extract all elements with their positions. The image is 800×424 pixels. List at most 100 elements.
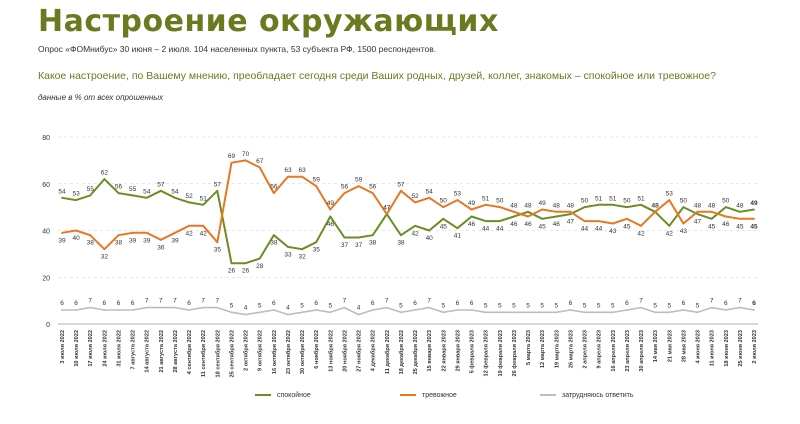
data-point: [654, 311, 657, 314]
data-label: 35: [214, 247, 222, 254]
data-point: [753, 208, 755, 211]
data-point: [498, 311, 501, 314]
data-label: 5: [554, 302, 558, 309]
data-label: 54: [58, 188, 66, 195]
data-label: 54: [143, 188, 151, 195]
data-label: 6: [131, 300, 135, 307]
data-point: [272, 309, 275, 311]
x-tick-label: 27 ноября 2022: [356, 330, 363, 372]
data-label: 7: [385, 298, 389, 305]
data-point: [724, 215, 727, 218]
x-tick-label: 26 марта 2023: [568, 330, 574, 368]
legend-label-unsure: затрудняюсь ответить: [562, 392, 634, 399]
data-label: 56: [369, 184, 377, 191]
data-point: [682, 309, 685, 311]
series-line-2: [62, 306, 755, 316]
data-label: 6: [413, 300, 417, 307]
data-point: [668, 224, 671, 227]
data-label: 38: [87, 240, 95, 247]
data-point: [470, 309, 473, 311]
data-label: 5: [583, 302, 587, 309]
data-point: [569, 213, 572, 216]
data-label: 51: [595, 195, 603, 202]
data-point: [131, 231, 134, 234]
data-point: [484, 203, 487, 206]
data-label: 40: [73, 235, 81, 242]
data-label: 63: [284, 167, 292, 174]
data-label: 50: [496, 198, 504, 205]
data-point: [414, 201, 416, 204]
data-label: 56: [270, 184, 278, 191]
x-tick-label: 15 января 2023: [427, 330, 433, 372]
data-point: [329, 215, 332, 218]
data-label: 5: [484, 302, 488, 309]
data-label: 33: [284, 251, 292, 258]
x-tick-label: 30 апреля 2023: [639, 330, 645, 372]
data-point: [117, 234, 120, 237]
data-label: 6: [117, 300, 121, 307]
data-point: [258, 257, 261, 260]
data-point: [159, 238, 162, 241]
data-point: [188, 224, 191, 227]
data-point: [738, 210, 741, 213]
legend-swatch-calm: [255, 394, 271, 397]
data-point: [442, 311, 445, 314]
data-point: [315, 309, 318, 311]
y-tick-label: 80: [42, 135, 50, 142]
data-label: 38: [369, 240, 377, 247]
data-label: 6: [682, 300, 686, 307]
x-tick-label: 20 ноября 2022: [341, 330, 348, 372]
data-point: [513, 210, 515, 213]
data-point: [103, 309, 106, 311]
x-tick-label: 9 апреля 2023: [597, 330, 603, 369]
x-tick-label: 26 февраля 2023: [511, 330, 518, 377]
data-label: 5: [540, 302, 544, 309]
data-label: 32: [298, 254, 306, 261]
data-label: 56: [115, 184, 123, 191]
data-label: 47: [694, 219, 702, 226]
data-label: 51: [200, 195, 208, 202]
data-point: [456, 227, 459, 230]
y-tick-label: 60: [42, 182, 50, 189]
data-point: [541, 217, 544, 220]
data-label: 67: [256, 158, 264, 165]
data-point: [230, 311, 233, 314]
data-label: 43: [680, 228, 688, 235]
data-label: 4: [357, 305, 361, 312]
data-label: 47: [567, 219, 575, 226]
data-label: 7: [173, 298, 177, 305]
data-point: [343, 192, 346, 195]
data-label: 5: [667, 302, 671, 309]
data-point: [710, 217, 713, 220]
data-point: [315, 241, 318, 244]
data-label: 5: [258, 302, 262, 309]
data-label: 57: [214, 181, 222, 188]
data-point: [611, 311, 614, 314]
data-label: 5: [230, 302, 234, 309]
data-label: 42: [666, 230, 674, 237]
data-point: [315, 185, 318, 187]
data-label: 50: [440, 198, 448, 205]
data-label: 51: [482, 195, 490, 202]
data-point: [428, 229, 431, 232]
data-point: [484, 220, 487, 223]
x-tick-label: 12 февраля 2023: [483, 330, 490, 377]
y-tick-label: 20: [42, 275, 50, 282]
x-tick-label: 19 марта 2023: [554, 330, 560, 368]
data-point: [230, 161, 233, 164]
x-tick-label: 18 сентября 2022: [214, 330, 221, 377]
x-tick-label: 2 октября 2022: [243, 330, 250, 371]
data-label: 53: [73, 191, 81, 198]
data-point: [753, 217, 755, 220]
data-point: [159, 306, 162, 309]
x-tick-label: 21 мая 2023: [667, 330, 673, 362]
legend-swatch-unsure: [540, 394, 556, 397]
data-point: [357, 313, 360, 316]
data-point: [400, 234, 402, 237]
x-tick-label: 21 августа 2022: [159, 330, 165, 373]
data-label: 63: [298, 167, 306, 174]
data-point: [400, 189, 402, 192]
data-label: 7: [427, 298, 431, 305]
data-label: 38: [397, 240, 405, 247]
data-label: 42: [185, 230, 193, 237]
